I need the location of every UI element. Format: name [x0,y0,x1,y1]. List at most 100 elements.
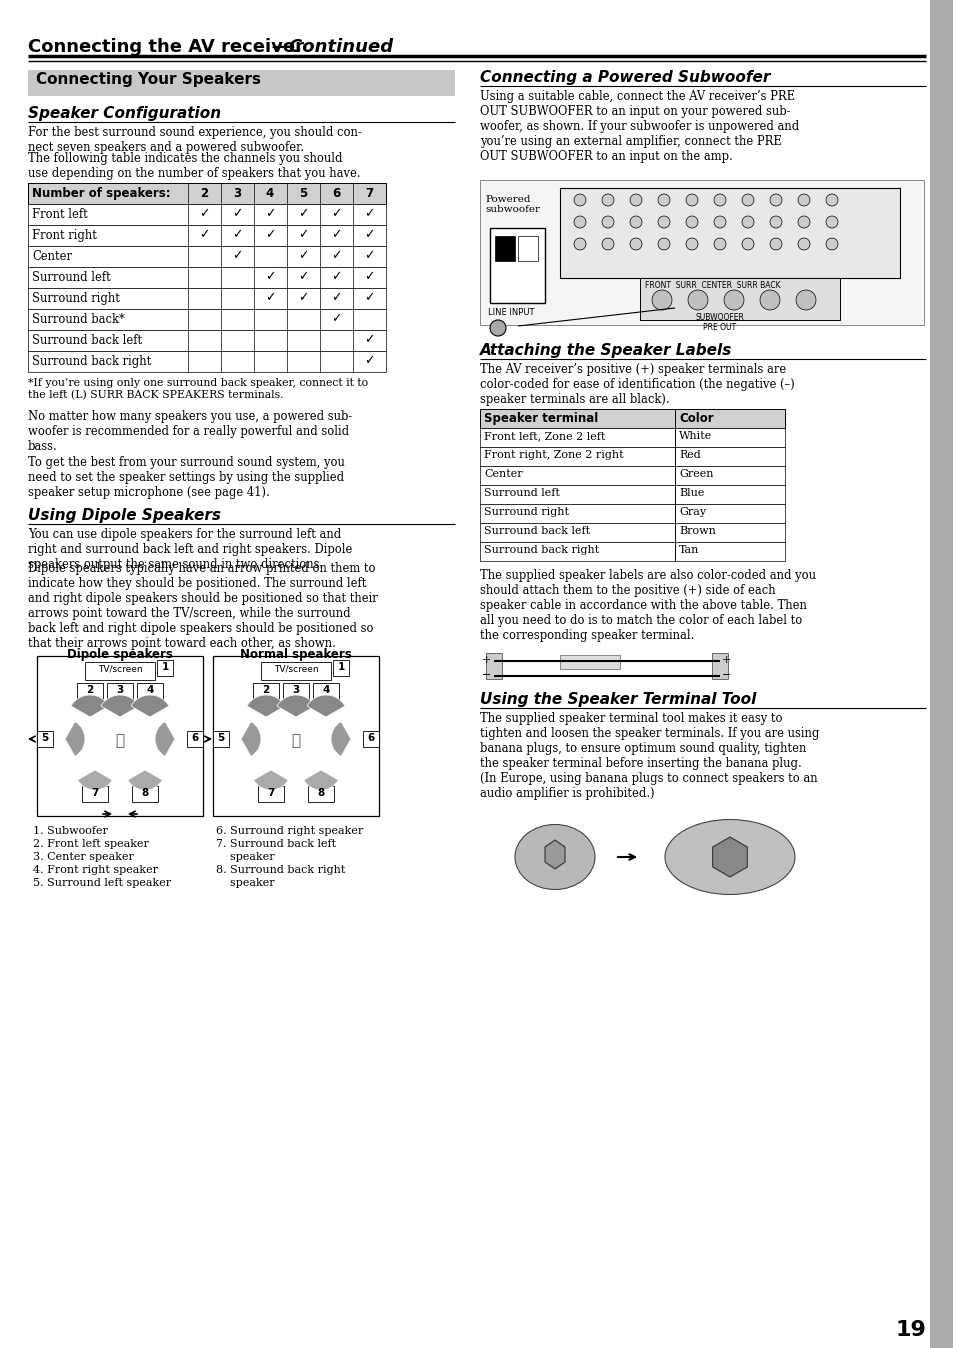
Circle shape [723,290,743,310]
Bar [479,408,784,429]
Text: Red: Red [679,450,700,460]
Text: The AV receiver’s positive (+) speaker terminals are
color-coded for ease of ide: The AV receiver’s positive (+) speaker t… [479,363,794,406]
Bar [517,236,537,262]
Circle shape [601,239,614,249]
Circle shape [713,216,725,228]
Text: Normal speakers: Normal speakers [240,648,352,661]
Text: For the best surround sound experience, you should con-
nect seven speakers and : For the best surround sound experience, … [28,125,361,154]
Text: 7: 7 [91,789,98,798]
Text: To get the best from your surround sound system, you
need to set the speaker set: To get the best from your surround sound… [28,456,345,499]
Wedge shape [77,770,112,790]
Text: 1: 1 [161,662,169,673]
Text: −: − [481,670,491,679]
Text: ✓: ✓ [265,291,275,305]
Bar [257,786,284,802]
Text: No matter how many speakers you use, a powered sub-
woofer is recommended for a : No matter how many speakers you use, a p… [28,410,352,453]
Circle shape [574,216,585,228]
Text: *If you’re using only one surround back speaker, connect it to
the left (L) SURR: *If you’re using only one surround back … [28,377,368,400]
Text: ✓: ✓ [363,291,374,305]
Circle shape [713,239,725,249]
Bar [559,655,619,669]
Bar [479,485,784,504]
Text: ✓: ✓ [363,208,374,220]
Text: Connecting Your Speakers: Connecting Your Speakers [36,71,261,88]
Bar [479,542,784,561]
Circle shape [601,194,614,206]
Text: Connecting a Powered Subwoofer: Connecting a Powered Subwoofer [479,70,770,85]
Text: 4. Front right speaker: 4. Front right speaker [33,865,158,875]
Text: Surround back left: Surround back left [483,526,590,537]
Bar [85,662,154,679]
Circle shape [741,216,753,228]
Wedge shape [253,770,288,790]
Bar [28,183,386,204]
Text: ✓: ✓ [297,291,308,305]
Text: ✓: ✓ [198,208,209,220]
Text: Blue: Blue [679,488,703,497]
Bar [479,523,784,542]
Text: ✓: ✓ [363,355,374,367]
Text: 🎤: 🎤 [115,733,125,748]
Text: 2: 2 [200,187,208,200]
Circle shape [797,239,809,249]
Circle shape [651,290,671,310]
Circle shape [741,194,753,206]
Circle shape [685,194,698,206]
Polygon shape [544,840,564,869]
Bar [479,429,784,448]
Text: The supplied speaker labels are also color-coded and you
should attach them to t: The supplied speaker labels are also col… [479,569,815,642]
Text: Brown: Brown [679,526,715,537]
Text: 6: 6 [367,733,375,743]
Text: ✓: ✓ [363,333,374,346]
Text: Using a suitable cable, connect the AV receiver’s PRE
OUT SUBWOOFER to an input : Using a suitable cable, connect the AV r… [479,90,799,163]
Text: Surround back left: Surround back left [32,334,142,346]
Circle shape [797,194,809,206]
Text: Surround right: Surround right [32,293,120,305]
Bar [157,661,172,675]
Bar [28,330,386,350]
Bar [28,350,386,372]
Text: 3. Center speaker: 3. Center speaker [33,852,133,861]
Bar [479,466,784,485]
Bar [479,181,923,325]
Circle shape [685,216,698,228]
Text: Front right: Front right [32,229,97,243]
Text: Dipole speakers: Dipole speakers [67,648,172,661]
Text: 6: 6 [332,187,340,200]
Text: ✓: ✓ [331,228,341,241]
Text: ✓: ✓ [331,249,341,262]
Bar [137,683,163,700]
Text: 7. Surround back left: 7. Surround back left [215,838,335,849]
Text: Dipole speakers typically have an arrow printed on them to
indicate how they sho: Dipole speakers typically have an arrow … [28,562,377,650]
Circle shape [629,239,641,249]
Bar [253,683,278,700]
Circle shape [825,194,837,206]
Text: ✓: ✓ [265,270,275,283]
Bar [479,504,784,523]
Text: 3: 3 [233,187,241,200]
Bar [82,786,108,802]
Text: Surround back right: Surround back right [32,355,152,368]
Bar [479,448,784,466]
Text: Powered
subwoofer: Powered subwoofer [484,195,539,214]
Wedge shape [101,696,139,717]
Wedge shape [128,770,162,790]
Text: ✓: ✓ [331,291,341,305]
Bar [261,662,331,679]
Text: ✓: ✓ [265,208,275,220]
Text: Speaker terminal: Speaker terminal [483,412,598,425]
Text: ✓: ✓ [297,249,308,262]
Bar [37,656,203,816]
Text: 3: 3 [292,685,299,696]
Text: speaker: speaker [215,852,274,861]
Text: ✓: ✓ [363,270,374,283]
Wedge shape [307,696,345,717]
Circle shape [825,239,837,249]
Text: ✓: ✓ [363,228,374,241]
Text: Center: Center [483,469,522,479]
Text: Connecting the AV receiver: Connecting the AV receiver [28,38,304,57]
Circle shape [769,239,781,249]
Text: 1: 1 [337,662,344,673]
Wedge shape [303,770,338,790]
Text: ✓: ✓ [297,228,308,241]
